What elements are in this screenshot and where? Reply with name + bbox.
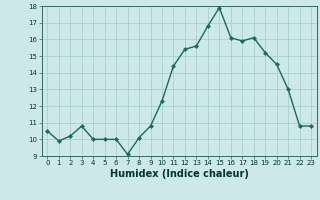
X-axis label: Humidex (Indice chaleur): Humidex (Indice chaleur) xyxy=(110,169,249,179)
